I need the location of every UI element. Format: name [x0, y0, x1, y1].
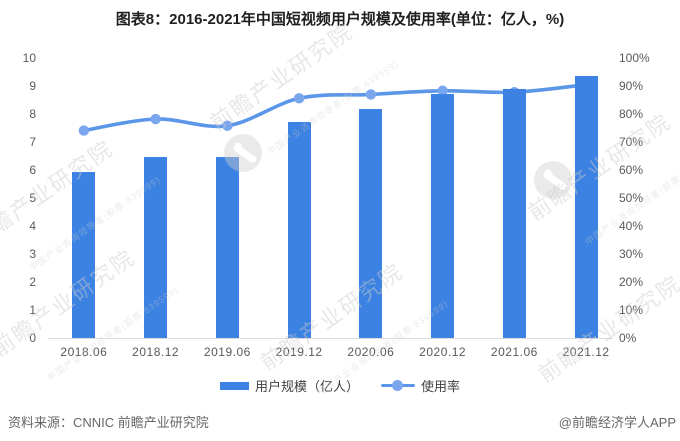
data-source-note: 资料来源：CNNIC 前瞻产业研究院 [8, 415, 209, 430]
bar-2019.06 [215, 156, 239, 338]
x-axis-label: 2019.12 [275, 345, 323, 359]
y-axis-left-tick: 3 [29, 246, 36, 261]
bar-2021.06 [502, 89, 526, 338]
bar-2018.06 [72, 171, 96, 338]
x-axis-label: 2021.12 [562, 345, 610, 359]
brand-note: @前瞻经济学人APP [558, 415, 676, 430]
x-axis-line [48, 338, 613, 339]
x-axis-label: 2019.06 [203, 345, 251, 359]
bar-2021.12 [574, 76, 598, 338]
y-axis-right-tick: 0% [619, 330, 637, 345]
y-axis-right-tick: 50% [619, 190, 644, 205]
chart-title: 图表8：2016-2021年中国短视频用户规模及使用率(单位：亿人，%) [115, 11, 565, 28]
y-axis-right-tick: 30% [619, 246, 644, 261]
legend-item-usage-rate: 使用率 [381, 376, 460, 395]
legend-label-user-scale: 用户规模（亿人） [254, 379, 359, 394]
y-axis-left-tick: 7 [29, 134, 36, 149]
y-axis-left-tick: 9 [29, 78, 36, 93]
legend-item-user-scale: 用户规模（亿人） [219, 376, 359, 395]
y-axis-right-tick: 70% [619, 134, 644, 149]
y-axis-left-tick: 5 [29, 190, 36, 205]
y-axis-left-tick: 6 [29, 162, 36, 177]
line-marker [365, 89, 377, 100]
y-axis-right-tick: 90% [619, 78, 644, 93]
y-axis-left-tick: 2 [29, 274, 36, 289]
line-marker [437, 85, 448, 96]
x-axis-label: 2018.12 [132, 345, 180, 359]
line-marker [222, 120, 233, 131]
legend-label-usage-rate: 使用率 [421, 379, 461, 394]
line-marker [293, 93, 305, 104]
line-series-swatch [381, 380, 415, 391]
legend: 用户规模（亿人） 使用率 [0, 376, 680, 395]
x-axis-label: 2020.12 [419, 345, 467, 359]
y-axis-right-tick: 10% [619, 302, 644, 317]
y-axis-left-tick: 0 [29, 330, 36, 345]
line-marker [78, 125, 90, 136]
bar-2019.12 [287, 121, 311, 338]
y-axis-right-tick: 40% [619, 218, 644, 233]
bar-2020.12 [431, 93, 455, 338]
bar-2018.12 [144, 156, 168, 338]
x-axis-label: 2020.06 [347, 345, 395, 359]
y-axis-right-tick: 20% [619, 274, 644, 289]
y-axis-right-tick: 80% [619, 106, 644, 121]
line-swatch-marker [392, 380, 403, 391]
y-axis-left-tick: 10 [22, 50, 36, 65]
line-marker [150, 113, 161, 125]
bar-2020.06 [359, 108, 383, 338]
y-axis-left-tick: 8 [29, 106, 36, 121]
x-axis-label: 2021.06 [490, 345, 538, 359]
bar-series-swatch [219, 381, 249, 390]
y-axis-right-tick: 60% [619, 162, 644, 177]
y-axis-left-tick: 4 [29, 218, 36, 233]
y-axis-left-tick: 1 [29, 302, 36, 317]
x-axis-label: 2018.06 [60, 345, 108, 359]
y-axis-right-tick: 100% [619, 50, 650, 65]
usage-rate-line-chart [78, 79, 592, 136]
